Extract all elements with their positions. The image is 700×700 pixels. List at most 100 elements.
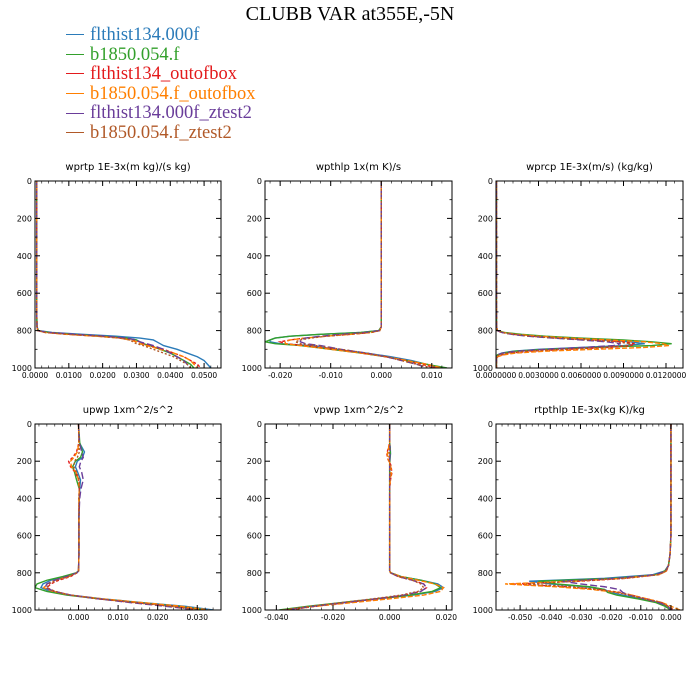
y-tick-label: 600 [478, 289, 493, 298]
x-tick-label: -0.030 [568, 613, 592, 622]
y-tick-label: 200 [478, 214, 493, 223]
y-tick-label: 400 [17, 252, 32, 261]
series-line [35, 181, 212, 368]
y-tick-label: 600 [17, 532, 32, 541]
panel-title: rtpthlp 1E-3x(kg K)/kg [534, 405, 645, 416]
legend-label: b1850.054.f [90, 44, 180, 65]
series-line [35, 181, 195, 368]
series-line [42, 424, 210, 610]
y-tick-label: 400 [17, 494, 32, 503]
legend-entry: flthist134.000f [66, 25, 255, 46]
x-tick-label: -0.020 [599, 613, 623, 622]
x-tick-label: 0.0400 [157, 371, 183, 380]
y-tick-label: 200 [17, 457, 32, 466]
y-tick-label: 0 [488, 177, 493, 186]
y-tick-label: 400 [478, 252, 493, 261]
y-tick-label: 600 [247, 289, 262, 298]
y-tick-label: 600 [17, 289, 32, 298]
series-line [35, 181, 192, 368]
series-line [287, 424, 428, 610]
series-line [293, 181, 432, 368]
panel: vpwp 1xm^2/s^2 0 200 400 600 800 1000-0.040 -0.… [242, 405, 458, 622]
x-tick-label: 0.0000000 [476, 371, 517, 380]
y-tick-label: 1000 [242, 364, 262, 373]
legend-label: b1850.054.f_outofbox [90, 83, 256, 104]
legend-label: flthist134_outofbox [90, 64, 237, 85]
series-line [43, 424, 198, 610]
y-tick-label: 800 [17, 327, 32, 336]
y-tick-label: 1000 [12, 606, 32, 615]
legend-entry: b1850.054.f_outofbox [66, 83, 256, 105]
x-tick-label: 0.0120000 [646, 371, 687, 380]
legend-swatch [66, 132, 84, 134]
y-tick-label: 1000 [242, 606, 262, 615]
y-tick-label: 600 [478, 532, 493, 541]
y-tick-label: 0 [27, 177, 32, 186]
y-tick-label: 0 [257, 420, 262, 429]
x-tick-label: 0.0000 [22, 371, 48, 380]
plot-frame [495, 423, 684, 611]
y-tick-label: 0 [257, 177, 262, 186]
panel-title: wprtp 1E-3x(m kg)/(s kg) [65, 162, 190, 173]
panel-title: vpwp 1xm^2/s^2 [313, 405, 403, 416]
x-tick-label: 0.020 [436, 613, 458, 622]
panel-title: wprcp 1E-3x(m/s) (kg/kg) [526, 162, 653, 173]
panel: wprcp 1E-3x(m/s) (kg/kg) 0 200 400 600 800 100… [473, 162, 687, 380]
series-line [45, 424, 198, 610]
x-tick-label: 0.0030000 [518, 371, 559, 380]
y-tick-label: 800 [247, 327, 262, 336]
series-line [45, 424, 202, 610]
series-line [35, 181, 202, 368]
figure-title: CLUBB VAR at355E,-5N [245, 3, 455, 25]
legend-label: b1850.054.f_ztest2 [90, 122, 232, 143]
series-line [35, 424, 206, 610]
panel-title: wpthlp 1x(m K)/s [316, 162, 401, 173]
legend-entry: b1850.054.f [66, 44, 255, 66]
x-tick-label: 0.000 [371, 371, 393, 380]
series-line [277, 181, 438, 368]
series-line [35, 181, 198, 368]
legend-entry: flthist134.000f_ztest2 [66, 104, 255, 124]
legend-entry: flthist134_outofbox [66, 64, 255, 85]
y-tick-label: 200 [478, 457, 493, 466]
x-tick-label: -0.010 [629, 613, 653, 622]
y-tick-label: 800 [478, 327, 493, 336]
y-tick-label: 200 [247, 214, 262, 223]
series-line [281, 424, 425, 610]
legend: flthist134.000f b1850.054.f flthist134_o… [66, 25, 256, 144]
x-tick-label: 0.000 [379, 613, 401, 622]
y-tick-label: 600 [247, 532, 262, 541]
panel-title: upwp 1xm^2/s^2 [83, 405, 173, 416]
legend-swatch [66, 112, 84, 114]
y-tick-label: 1000 [473, 364, 493, 373]
x-tick-label: 0.0300 [123, 371, 149, 380]
x-tick-label: 0.0090000 [603, 371, 644, 380]
y-tick-label: 200 [17, 214, 32, 223]
x-tick-label: -0.040 [538, 613, 562, 622]
series-line [284, 424, 445, 610]
series-line [39, 424, 214, 610]
legend-entry: b1850.054.f_ztest2 [66, 122, 255, 144]
y-tick-label: 1000 [473, 606, 493, 615]
series-line [284, 424, 428, 610]
x-tick-label: 0.0100 [56, 371, 82, 380]
y-tick-label: 400 [247, 494, 262, 503]
panel: rtpthlp 1E-3x(kg K)/kg 0 200 400 600 800 1000 -… [473, 405, 684, 622]
y-tick-label: 800 [247, 569, 262, 578]
x-tick-label: -0.020 [268, 371, 292, 380]
y-tick-label: 400 [247, 252, 262, 261]
panel: upwp 1xm^2/s^2 0 200 400 600 800 1000 0.000 0.01… [12, 405, 222, 622]
series-line [526, 424, 675, 610]
panel: wprtp 1E-3x(m kg)/(s kg) 0 200 400 600 800 100… [12, 162, 222, 380]
x-tick-label: 0.000 [68, 613, 90, 622]
series-line [35, 181, 192, 368]
x-tick-label: -0.020 [321, 613, 345, 622]
y-tick-label: 0 [27, 420, 32, 429]
x-tick-label: -0.050 [508, 613, 532, 622]
y-tick-label: 200 [247, 457, 262, 466]
x-tick-label: 0.000 [660, 613, 682, 622]
legend-swatch [66, 73, 84, 75]
x-tick-label: 0.0200 [90, 371, 116, 380]
